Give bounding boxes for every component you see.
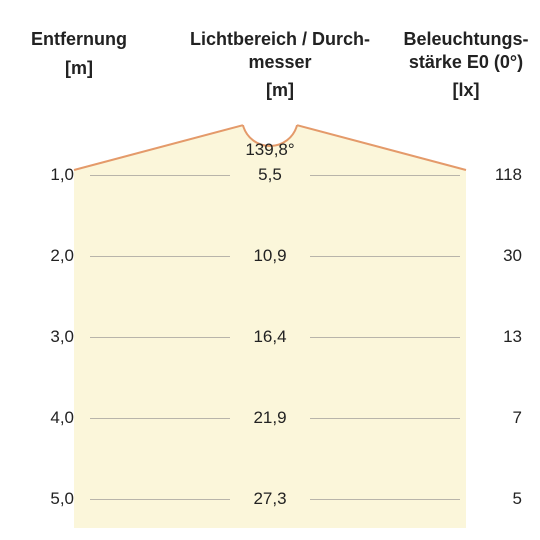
rule-left	[90, 175, 230, 176]
distance-value: 5,0	[28, 489, 74, 509]
diameter-value: 16,4	[230, 327, 310, 347]
rule-right	[310, 499, 460, 500]
diameter-value: 21,9	[230, 408, 310, 428]
illuminance-value: 7	[462, 408, 522, 428]
illuminance-value: 30	[462, 246, 522, 266]
data-row: 4,0 21,9 7	[0, 408, 540, 430]
data-row: 1,0 5,5 118	[0, 165, 540, 187]
header-illuminance-unit: [lx]	[398, 79, 534, 102]
header-diameter-title: Lichtbereich / Durch-messer	[190, 29, 370, 72]
header-distance-unit: [m]	[14, 57, 144, 80]
header-diameter-unit: [m]	[180, 79, 380, 102]
header-distance: Entfernung [m]	[14, 28, 144, 79]
beam-angle-label: 139,8°	[238, 140, 302, 160]
rule-right	[310, 256, 460, 257]
data-row: 5,0 27,3 5	[0, 489, 540, 511]
diameter-value: 5,5	[230, 165, 310, 185]
rule-left	[90, 418, 230, 419]
rule-right	[310, 175, 460, 176]
header-illuminance: Beleuchtungs-stärke E0 (0°) [lx]	[398, 28, 534, 102]
rule-left	[90, 337, 230, 338]
distance-value: 4,0	[28, 408, 74, 428]
rule-left	[90, 499, 230, 500]
rule-right	[310, 418, 460, 419]
illuminance-value: 118	[462, 165, 522, 185]
header-illuminance-title: Beleuchtungs-stärke E0 (0°)	[403, 29, 528, 72]
diameter-value: 27,3	[230, 489, 310, 509]
data-row: 2,0 10,9 30	[0, 246, 540, 268]
illuminance-value: 13	[462, 327, 522, 347]
data-row: 3,0 16,4 13	[0, 327, 540, 349]
distance-value: 2,0	[28, 246, 74, 266]
header-diameter: Lichtbereich / Durch-messer [m]	[180, 28, 380, 102]
rule-right	[310, 337, 460, 338]
illuminance-value: 5	[462, 489, 522, 509]
header-distance-title: Entfernung	[31, 29, 127, 49]
distance-value: 1,0	[28, 165, 74, 185]
distance-value: 3,0	[28, 327, 74, 347]
diameter-value: 10,9	[230, 246, 310, 266]
rule-left	[90, 256, 230, 257]
